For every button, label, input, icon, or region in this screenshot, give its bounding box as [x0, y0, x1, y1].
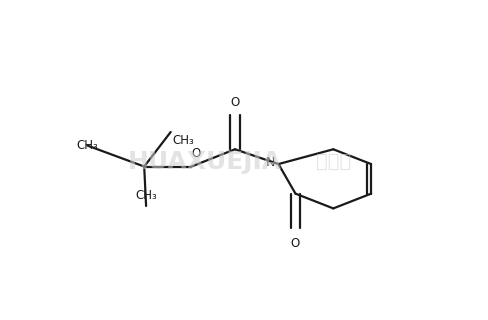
Text: HUAXUEJIA: HUAXUEJIA [128, 149, 282, 173]
Text: O: O [291, 237, 300, 251]
Text: CH₃: CH₃ [135, 189, 157, 202]
Text: O: O [230, 96, 240, 108]
Text: CH₃: CH₃ [173, 134, 194, 148]
Text: N: N [265, 156, 275, 169]
Text: CH₃: CH₃ [77, 139, 99, 152]
Text: 化学加: 化学加 [316, 152, 351, 171]
Text: O: O [191, 147, 201, 160]
